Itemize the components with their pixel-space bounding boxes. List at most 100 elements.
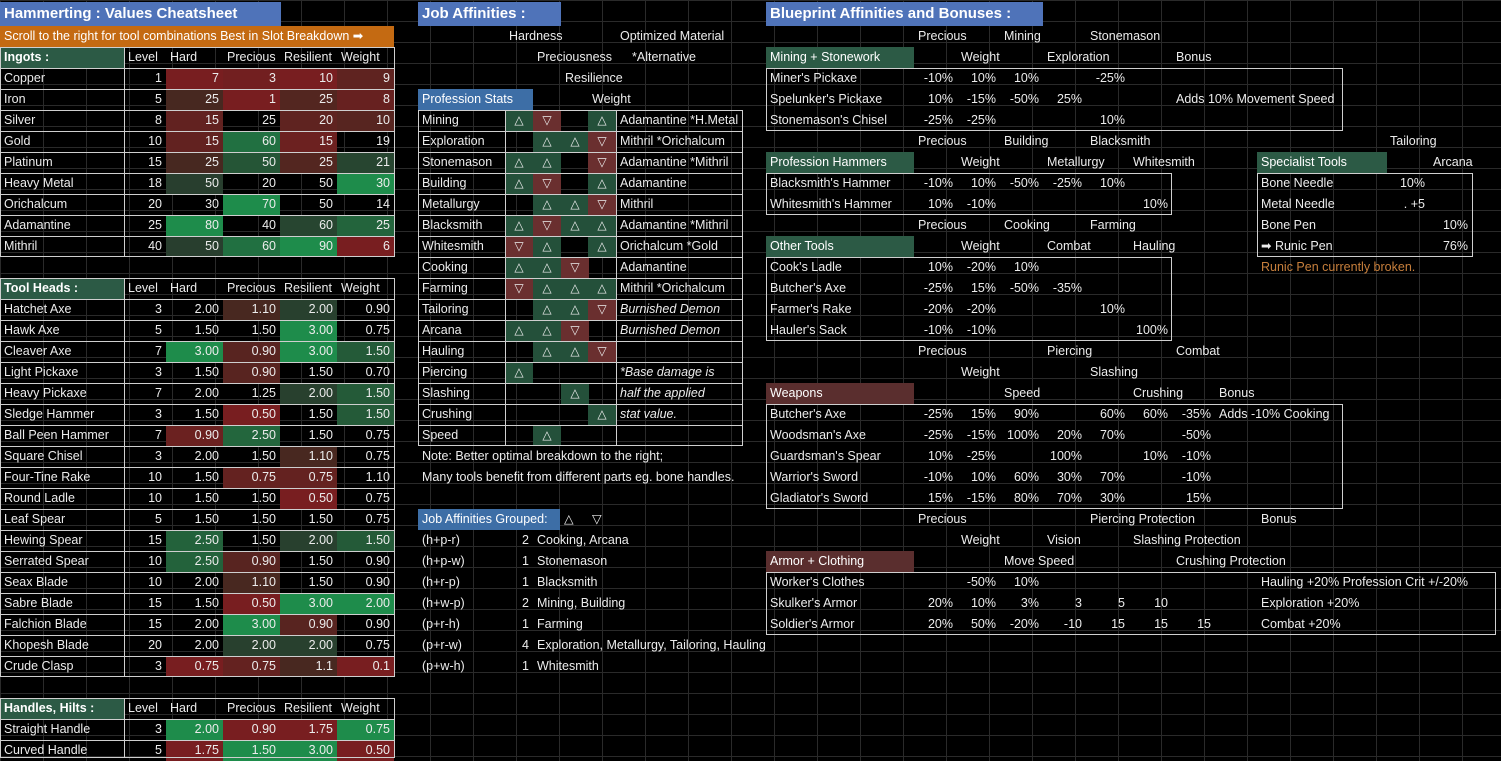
blueprint-title: Blueprint Affinities and Bonuses : [766, 2, 1043, 26]
row-label: Bone Needle [1261, 176, 1334, 190]
column-header: Weight [961, 533, 1000, 547]
hdr-preciousness: Preciousness [537, 50, 613, 64]
column-header: Weight [961, 239, 1000, 253]
hdr-hardness: Hardness [509, 29, 563, 43]
value-cell: 10% [970, 71, 996, 85]
value-cell: 1.50 [337, 341, 394, 362]
column-header: Hard [170, 701, 198, 715]
value-cell: -25% [966, 449, 996, 463]
down-triangle-icon: ▽ [561, 320, 589, 341]
value-cell: 1.50 [337, 383, 394, 404]
value-cell: 0.90 [365, 575, 390, 589]
empty-cell [588, 362, 616, 383]
down-triangle-icon: ▽ [505, 278, 533, 299]
group-formula: (h+p-r) [422, 533, 460, 547]
down-triangle-icon: ▽ [592, 512, 602, 526]
section-label: Specialist Tools [1257, 152, 1387, 173]
profession-name: Farming [422, 281, 468, 295]
value-cell: 1.25 [251, 386, 276, 400]
up-triangle-icon: △ [588, 110, 616, 131]
material-cell: Adamantine *Mithril [620, 218, 729, 232]
up-triangle-icon: △ [561, 383, 589, 404]
profession-name: Stonemason [422, 155, 493, 169]
value-cell: 3 [155, 365, 162, 379]
value-cell: 80% [1013, 491, 1039, 505]
value-cell: 0.90 [223, 362, 280, 383]
empty-cell [533, 383, 561, 404]
value-cell: 0.75 [166, 656, 223, 677]
group-jobs: Mining, Building [537, 596, 626, 610]
value-cell: 2.00 [280, 635, 337, 656]
up-triangle-icon: △ [505, 152, 533, 173]
value-cell [1086, 446, 1129, 467]
row-label: Blacksmith's Hammer [770, 176, 891, 190]
value-cell: 15% [970, 281, 996, 295]
value-cell: 5 [155, 512, 162, 526]
value-cell: 2.00 [194, 302, 219, 316]
group-formula: (p+w-h) [422, 659, 465, 673]
value-cell: 60% [1099, 407, 1125, 421]
value-cell: 30 [337, 173, 394, 194]
value-cell: 60 [280, 215, 337, 236]
up-triangle-icon: △ [564, 512, 574, 526]
up-triangle-icon: △ [533, 425, 561, 446]
value-cell: 40 [262, 218, 276, 232]
row-label: Adamantine [4, 218, 71, 232]
value-cell: 0.50 [223, 593, 280, 614]
value-cell: 15% [970, 407, 996, 421]
empty-cell [505, 383, 533, 404]
value-cell: 1.50 [223, 740, 280, 761]
value-cell: -10% [923, 323, 953, 337]
value-cell: 20 [280, 110, 337, 131]
value-cell: -20% [966, 260, 996, 274]
up-triangle-icon: △ [533, 257, 561, 278]
value-cell: 1.50 [251, 533, 276, 547]
value-cell: 0.75 [365, 449, 390, 463]
value-cell: 10% [1099, 302, 1125, 316]
value-cell: -25% [966, 113, 996, 127]
value-cell: 5 [155, 92, 162, 106]
value-cell: 10 [148, 491, 162, 505]
value-cell [1129, 299, 1172, 320]
value-cell: 2.00 [223, 635, 280, 656]
value-cell: 10% [1013, 575, 1039, 589]
group-count: 2 [522, 533, 529, 547]
row-label: Copper [4, 71, 45, 85]
column-header: Cooking [1004, 218, 1050, 232]
value-cell [1043, 68, 1086, 89]
value-cell [1129, 278, 1172, 299]
section-label: Weapons [766, 383, 914, 404]
empty-cell [588, 425, 616, 446]
row-label: Mithril [4, 239, 38, 253]
value-cell: 25 [280, 152, 337, 173]
value-cell: 6 [337, 236, 394, 257]
up-triangle-icon: △ [588, 173, 616, 194]
value-cell [1086, 572, 1129, 593]
value-cell: -50% [1009, 176, 1039, 190]
row-label: Seax Blade [4, 575, 68, 589]
row-label: Soldier's Armor [770, 617, 855, 631]
value-cell: 10% [1142, 449, 1168, 463]
column-header: Weight [341, 281, 380, 295]
empty-cell [588, 257, 616, 278]
value-cell: 1 [155, 71, 162, 85]
value-cell: 1.50 [251, 491, 276, 505]
value-cell: 15 [166, 110, 223, 131]
value-cell: 7 [166, 68, 223, 89]
value-cell [1086, 194, 1129, 215]
row-label: Whitesmith's Hammer [770, 197, 892, 211]
up-triangle-icon: △ [533, 152, 561, 173]
down-triangle-icon: ▽ [588, 194, 616, 215]
value-cell: 0.75 [365, 638, 390, 652]
group-count: 2 [522, 596, 529, 610]
value-cell: 10% [1013, 71, 1039, 85]
value-cell: 50 [223, 152, 280, 173]
value-cell: -15% [966, 92, 996, 106]
empty-cell [561, 173, 589, 194]
value-cell: 10 [337, 110, 394, 131]
value-cell: 76% [1442, 239, 1468, 253]
value-cell: 7 [155, 428, 162, 442]
value-cell: 0.50 [337, 740, 394, 761]
material-cell: Mithril [620, 197, 654, 211]
value-cell: -25% [923, 113, 953, 127]
